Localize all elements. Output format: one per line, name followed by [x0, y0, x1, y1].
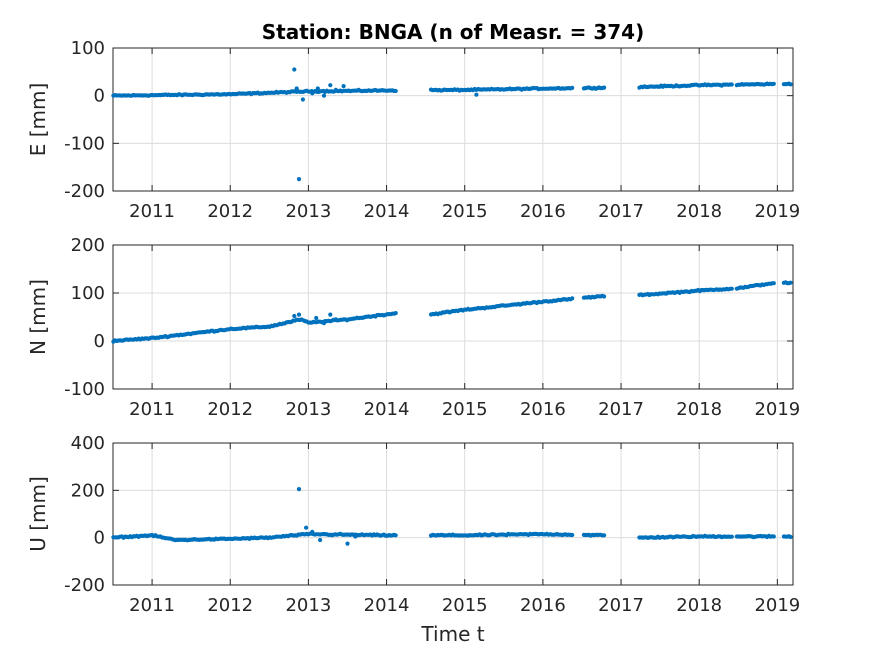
y-tick-label: 200	[71, 480, 105, 501]
data-point	[771, 534, 776, 539]
x-tick-label: 2019	[754, 399, 800, 420]
data-point	[602, 294, 607, 299]
y-tick-label: 400	[71, 433, 105, 454]
data-point-outlier	[328, 312, 333, 317]
x-tick-label: 2012	[207, 201, 253, 222]
x-tick-label: 2016	[520, 595, 566, 616]
x-axis-label: Time t	[420, 622, 484, 646]
axes-box	[112, 47, 794, 192]
data-point-outlier	[296, 312, 302, 317]
y-axis-label: E [mm]	[26, 83, 50, 157]
data-point-outlier	[296, 177, 302, 182]
x-tick-label: 2015	[442, 201, 488, 222]
x-tick-label: 2016	[520, 399, 566, 420]
data-point	[393, 533, 398, 538]
data-point-outlier	[318, 537, 323, 543]
data-points	[111, 487, 793, 546]
x-tick-label: 2018	[676, 595, 722, 616]
subplot-2: 2011 2012 2013 2014 2015 2016 2017 2018 2019 -100…	[26, 235, 800, 420]
data-point-outlier	[304, 525, 309, 530]
data-point	[788, 82, 793, 87]
data-point-outlier	[294, 86, 299, 91]
x-tick-label: 2017	[598, 201, 644, 222]
y-tick-label: 100	[71, 38, 105, 59]
x-tick-label: 2011	[129, 399, 175, 420]
y-tick-label: 0	[94, 331, 105, 352]
data-point-outlier	[321, 93, 327, 98]
y-axis-label: N [mm]	[26, 279, 50, 355]
x-tick-label: 2014	[364, 595, 410, 616]
data-point-outlier	[345, 541, 350, 546]
x-tick-label: 2014	[364, 399, 410, 420]
x-tick-label: 2015	[442, 595, 488, 616]
y-tick-label: -200	[64, 181, 105, 202]
data-point	[788, 534, 793, 540]
y-axis-label: U [mm]	[26, 476, 50, 552]
x-tick-label: 2017	[598, 595, 644, 616]
data-point-outlier	[300, 97, 305, 102]
x-tick-label: 2016	[520, 201, 566, 222]
data-point-outlier	[292, 67, 297, 72]
data-point	[393, 88, 398, 94]
data-point-outlier	[304, 88, 309, 93]
x-tick-label: 2013	[285, 595, 331, 616]
x-tick-label: 2014	[364, 201, 410, 222]
x-tick-label: 2012	[207, 399, 253, 420]
chart-title: Station: BNGA (n of Measr. = 374)	[262, 20, 644, 44]
x-tick-label: 2019	[754, 201, 800, 222]
data-point-outlier	[333, 87, 338, 92]
data-point-outlier	[341, 84, 346, 89]
x-tick-label: 2011	[129, 201, 175, 222]
y-tick-label: 200	[71, 235, 105, 256]
x-tick-label: 2019	[754, 595, 800, 616]
x-tick-label: 2013	[285, 201, 331, 222]
data-point	[771, 281, 776, 286]
x-tick-label: 2011	[129, 595, 175, 616]
data-point	[570, 85, 575, 90]
x-tick-label: 2012	[207, 595, 253, 616]
data-point-outlier	[315, 86, 320, 91]
x-tick-label: 2018	[676, 399, 722, 420]
data-point-outlier	[314, 315, 319, 321]
x-tick-label: 2015	[442, 399, 488, 420]
data-point-outlier	[333, 317, 338, 322]
x-tick-label: 2013	[285, 399, 331, 420]
data-point-outlier	[292, 313, 297, 319]
y-tick-label: 0	[94, 86, 105, 107]
data-point-outlier	[302, 318, 307, 323]
data-point	[570, 532, 575, 538]
data-point	[602, 533, 607, 538]
axes-box	[112, 244, 794, 390]
x-tick-label: 2018	[676, 201, 722, 222]
data-point-outlier	[310, 91, 315, 96]
data-point	[729, 534, 734, 539]
x-tick-label: 2017	[598, 399, 644, 420]
data-point	[771, 81, 776, 86]
data-points	[111, 67, 793, 182]
data-point-outlier	[328, 83, 333, 88]
data-point	[602, 85, 607, 90]
y-tick-label: 100	[71, 283, 105, 304]
data-points	[111, 280, 793, 344]
y-tick-label: -100	[64, 133, 105, 154]
axes-box	[112, 442, 794, 586]
y-tick-label: -100	[64, 379, 105, 400]
y-tick-label: -200	[64, 575, 105, 596]
data-point-outlier	[310, 529, 315, 534]
data-point	[729, 82, 734, 87]
data-point-outlier	[353, 534, 358, 539]
y-tick-label: 0	[94, 528, 105, 549]
data-point	[393, 311, 398, 316]
data-point	[788, 280, 793, 285]
data-point-outlier	[329, 533, 334, 538]
data-point-outlier	[474, 92, 479, 97]
data-point-outlier	[321, 321, 327, 326]
data-point	[729, 286, 734, 291]
data-point-outlier	[296, 487, 302, 492]
data-point	[570, 296, 575, 301]
subplots: 2011 2012 2013 2014 2015 2016 2017 2018 2019 -200…	[26, 38, 800, 616]
subplot-3: 2011 2012 2013 2014 2015 2016 2017 2018 2019 -200…	[26, 433, 800, 616]
subplot-1: 2011 2012 2013 2014 2015 2016 2017 2018 2019 -200…	[26, 38, 800, 222]
